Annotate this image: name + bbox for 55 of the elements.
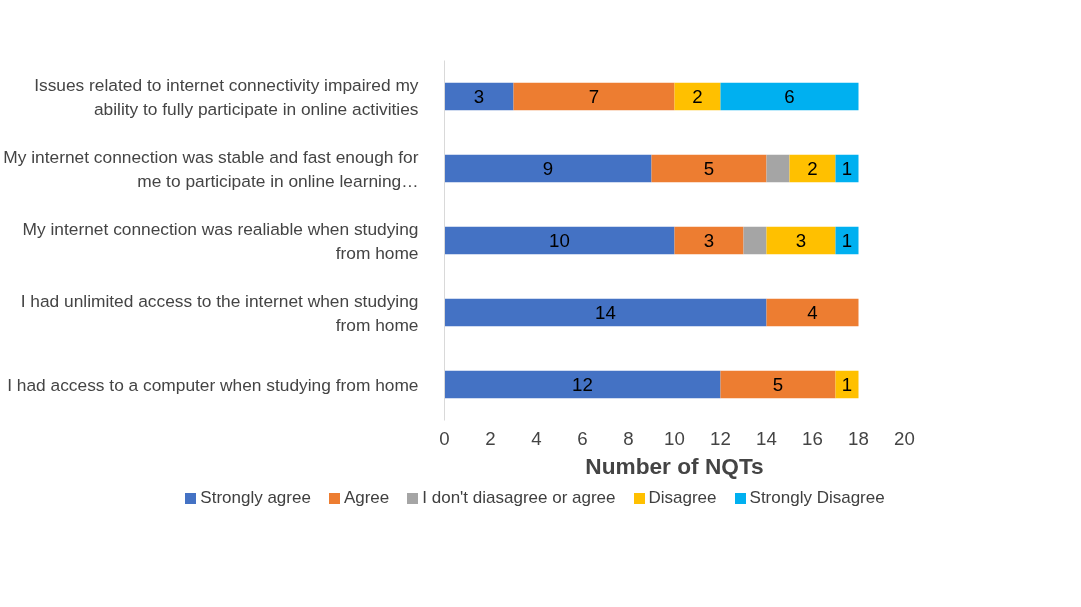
y-tick-label: Issues related to internet connectivity impaired my ability to fully participate in online activities — [34, 74, 419, 119]
data-label: 7 — [588, 86, 600, 107]
y-tick-label: I had unlimited access to the internet when studying from home — [20, 290, 419, 335]
bar — [766, 154, 790, 183]
y-tick-label: My internet connection was realiable when studying from home — [22, 218, 419, 263]
bar — [720, 370, 836, 399]
x-tick-label: 14 — [756, 427, 777, 449]
data-label: 1 — [841, 158, 853, 179]
data-label: 1 — [841, 230, 853, 251]
bar — [444, 82, 514, 111]
data-label: 3 — [703, 230, 715, 251]
x-tick-label: 4 — [531, 427, 542, 449]
data-label: 14 — [595, 302, 616, 323]
bar — [766, 298, 859, 327]
data-label: 2 — [692, 86, 703, 107]
bar — [766, 226, 836, 255]
legend-label: I don't diasagree or agree — [422, 487, 616, 509]
x-tick-label: 20 — [894, 427, 915, 449]
x-axis-title: Number of NQTs — [585, 452, 764, 479]
bar — [674, 226, 744, 255]
x-tick-label: 16 — [802, 427, 823, 449]
bar — [444, 370, 721, 399]
bar — [513, 82, 675, 111]
x-tick-label: 18 — [848, 427, 869, 449]
x-tick-label: 0 — [439, 427, 450, 449]
bar — [444, 154, 652, 183]
x-tick-label: 10 — [664, 427, 685, 449]
legend-label: Agree — [343, 487, 390, 509]
bar — [444, 226, 675, 255]
data-label: 12 — [572, 374, 593, 395]
data-label: 1 — [841, 374, 853, 395]
legend-label: Strongly agree — [200, 487, 311, 509]
x-tick-label: 2 — [485, 427, 496, 449]
legend-label: Strongly Disagree — [749, 487, 885, 509]
x-tick-label: 12 — [710, 427, 731, 449]
data-label: 9 — [542, 158, 554, 179]
data-label: 10 — [549, 230, 570, 251]
y-tick-label: My internet connection was stable and fast enough for me to participate in online learning… — [3, 146, 419, 191]
data-label: 6 — [784, 86, 795, 107]
y-tick-label: I had access to a computer when studying from home — [7, 374, 419, 395]
data-label: 3 — [473, 86, 485, 107]
legend-label: Disagree — [648, 487, 717, 509]
data-label: 4 — [807, 302, 818, 323]
x-tick-label: 8 — [623, 427, 634, 449]
bar — [720, 82, 859, 111]
data-label: 5 — [703, 158, 715, 179]
bar — [743, 226, 767, 255]
bar — [674, 82, 721, 111]
x-tick-label: 6 — [577, 427, 588, 449]
bar — [444, 298, 767, 327]
data-label: 3 — [795, 230, 807, 251]
data-label: 5 — [772, 374, 784, 395]
data-label: 2 — [807, 158, 818, 179]
bar — [651, 154, 767, 183]
bar — [789, 154, 836, 183]
